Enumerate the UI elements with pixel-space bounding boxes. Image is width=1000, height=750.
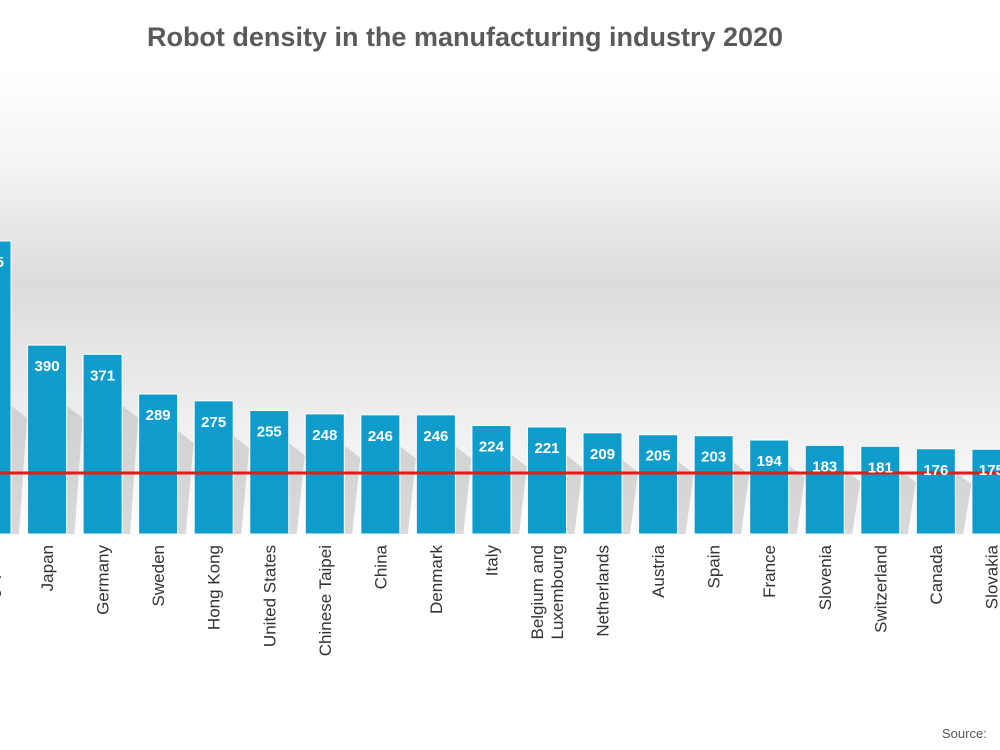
bar — [527, 426, 567, 535]
category-label: Singapore — [0, 545, 2, 623]
bar-value-label: 205 — [646, 448, 671, 465]
bar-value-label: 390 — [35, 358, 60, 375]
bar-value-label: 183 — [812, 458, 837, 475]
bar — [749, 439, 790, 535]
bar-value-label: 181 — [868, 459, 893, 476]
bar-value-label: 255 — [257, 424, 282, 441]
category-label: Slovenia — [816, 544, 835, 610]
bar-value-label: 194 — [757, 453, 783, 470]
bar — [971, 448, 1000, 535]
bar-value-label: 246 — [368, 428, 393, 445]
category-label: China — [371, 544, 390, 589]
category-label: United States — [260, 545, 279, 647]
category-label: Spain — [705, 545, 724, 588]
category-label: Belgium andLuxembourg — [528, 545, 567, 640]
bar-value-label: 275 — [201, 414, 226, 431]
bar-value-label: 246 — [423, 428, 448, 445]
bar-value-label: 209 — [590, 446, 615, 463]
bar-value-label: 289 — [146, 407, 171, 424]
bar — [193, 400, 234, 535]
category-label: Japan — [38, 545, 57, 591]
bar-value-label: 224 — [479, 439, 505, 456]
bar — [0, 240, 12, 535]
category-label: Hong Kong — [205, 545, 224, 630]
bar-value-label: 203 — [701, 449, 726, 466]
category-label: Netherlands — [594, 545, 613, 637]
category-label: Chinese Taipei — [316, 545, 335, 656]
chart-title: Robot density in the manufacturing indus… — [146, 22, 784, 52]
bar — [915, 448, 956, 535]
bar — [804, 444, 845, 535]
bar-value-label: 605 — [0, 254, 4, 271]
bar — [582, 432, 623, 535]
category-label: Austria — [649, 544, 668, 597]
category-label: Slovakia — [982, 544, 1000, 609]
source-note: Source: — [942, 726, 987, 741]
bar — [471, 425, 512, 535]
category-label: Sweden — [149, 545, 168, 606]
category-label: Switzerland — [871, 545, 890, 633]
category-label: Canada — [927, 544, 946, 604]
bar — [638, 434, 679, 535]
bar — [82, 353, 123, 535]
bar — [860, 445, 901, 535]
category-label: Denmark — [427, 545, 446, 614]
category-label: Italy — [482, 545, 501, 577]
bar-value-label: 371 — [90, 367, 115, 384]
bar-value-label: 175 — [979, 462, 1000, 479]
bar — [27, 344, 68, 535]
bar-value-label: 248 — [312, 427, 337, 444]
category-label: Germany — [94, 545, 113, 615]
bar-value-label: 176 — [923, 462, 948, 479]
bar — [693, 435, 734, 535]
category-label: France — [760, 545, 779, 598]
bar-value-label: 221 — [534, 440, 559, 457]
bar — [138, 393, 179, 535]
